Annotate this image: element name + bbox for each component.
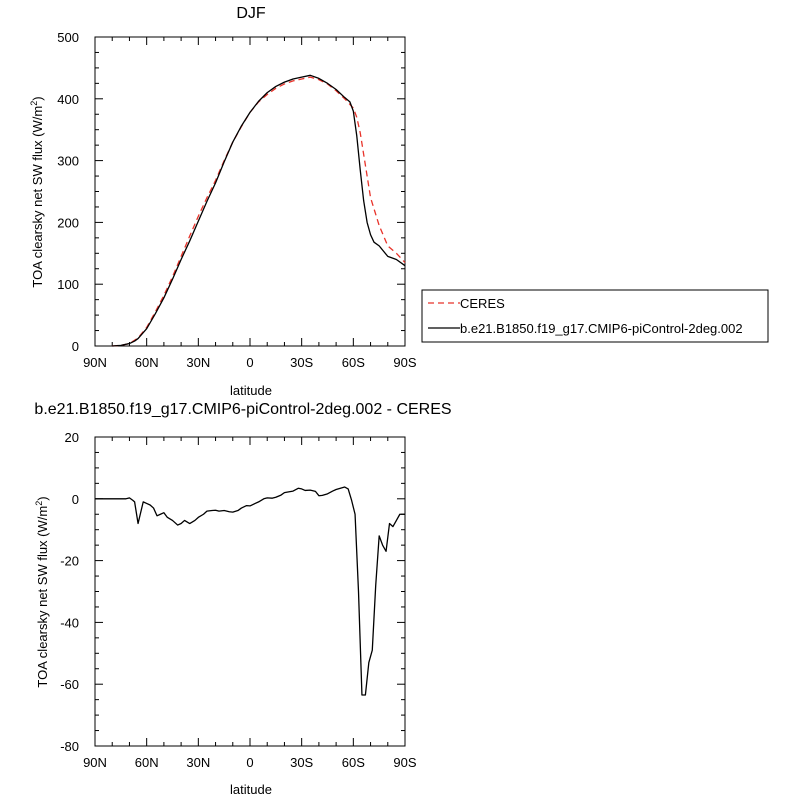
climatology-ylabel: TOA clearsky net SW flux (W/m2) (29, 96, 45, 287)
difference-ylabel-end: ) (35, 496, 50, 500)
difference-title: b.e21.B1850.f19_g17.CMIP6-piControl-2deg… (34, 401, 451, 418)
difference-xtick-label: 0 (246, 755, 253, 770)
difference-ytick-label: -20 (60, 554, 79, 569)
difference-xtick-label: 30N (186, 755, 210, 770)
climatology-panel: DJF 90N 60N 30N 0 30S 60S 90S0100200300400500 … (29, 5, 417, 398)
climatology-xtick-label: 90S (393, 355, 416, 370)
legend-label-ceres: CERES (460, 296, 505, 311)
climatology-ylabel-end: ) (30, 96, 45, 100)
climatology-xtick-label: 30N (186, 355, 210, 370)
difference-ytick-label: -40 (60, 615, 79, 630)
climatology-xtick-label: 60N (135, 355, 159, 370)
climatology-xtick-label: 30S (290, 355, 313, 370)
climatology-ytick-label: 500 (57, 30, 79, 45)
climatology-ytick-label: 100 (57, 277, 79, 292)
difference-xtick-label: 30S (290, 755, 313, 770)
difference-panel: b.e21.B1850.f19_g17.CMIP6-piControl-2deg… (34, 401, 452, 797)
climatology-xlabel: latitude (230, 383, 272, 398)
difference-xtick-label: 90N (83, 755, 107, 770)
climatology-ytick-label: 400 (57, 92, 79, 107)
climatology-xtick-label: 0 (246, 355, 253, 370)
legend: CERES b.e21.B1850.f19_g17.CMIP6-piContro… (422, 290, 768, 342)
difference-ytick-label: -60 (60, 677, 79, 692)
climatology-xtick-label: 90N (83, 355, 107, 370)
difference-series (95, 487, 405, 695)
difference-ytick-label: 0 (72, 492, 79, 507)
difference-xtick-label: 60S (342, 755, 365, 770)
climatology-frame (95, 37, 405, 346)
climatology-series (112, 75, 405, 346)
difference-ytick-label: -80 (60, 739, 79, 754)
difference-axes: 90N 60N 30N 0 30S 60S 90S -80 -60 -40 -20 0 20 (60, 430, 417, 770)
climatology-series-line-0 (112, 77, 405, 346)
legend-label-model: b.e21.B1850.f19_g17.CMIP6-piControl-2deg… (460, 321, 743, 336)
climatology-series-line-1 (112, 75, 405, 346)
difference-xtick-label: 90S (393, 755, 416, 770)
climatology-ytick-label: 300 (57, 154, 79, 169)
difference-ytick-label: 20 (65, 430, 79, 445)
difference-xtick-label: 60N (135, 755, 159, 770)
difference-xlabel: latitude (230, 782, 272, 797)
climatology-title: DJF (236, 5, 266, 22)
climatology-xtick-label: 60S (342, 355, 365, 370)
climatology-ytick-label: 200 (57, 215, 79, 230)
difference-series-line-0 (95, 487, 405, 695)
climatology-ylabel-main: TOA clearsky net SW flux (W/m (30, 106, 45, 288)
difference-ylabel-main: TOA clearsky net SW flux (W/m (35, 506, 50, 688)
climatology-ytick-label: 0 (72, 339, 79, 354)
difference-ylabel: TOA clearsky net SW flux (W/m2) (34, 496, 50, 687)
